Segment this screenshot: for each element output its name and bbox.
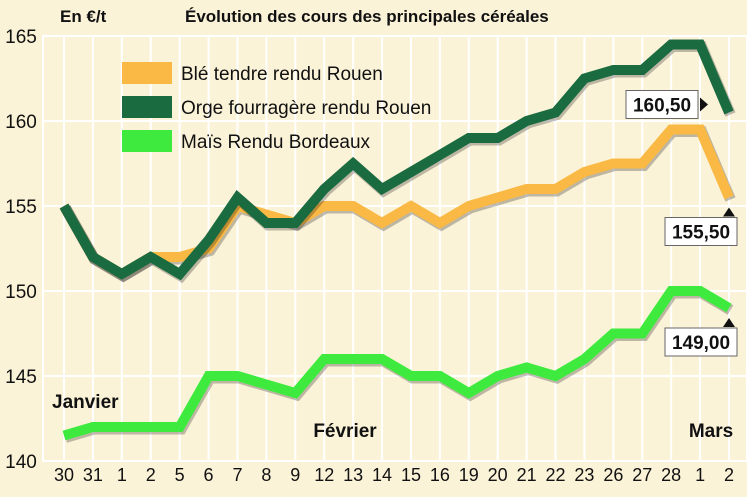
end-label-arrow <box>700 97 708 112</box>
x-tick-label: 13 <box>343 465 363 485</box>
series-line <box>59 124 734 280</box>
x-tick-labels: 30 31 1 2 5 6 7 8 9 12 13 14 15 16 19 20 21 22 23 26 27 28 1 2 <box>54 465 734 485</box>
y-tick-labels: 140 145 150 155 160 165 <box>5 27 37 473</box>
x-tick-label: 14 <box>372 465 392 485</box>
end-label-text: 160,50 <box>633 96 691 117</box>
y-tick-label: 160 <box>5 112 37 133</box>
y-tick-label: 165 <box>5 27 37 48</box>
end-label-arrow <box>723 207 735 217</box>
y-tick-label: 155 <box>5 197 37 218</box>
month-label: Février <box>313 421 377 442</box>
x-tick-label: 23 <box>574 465 594 485</box>
x-tick-label: 16 <box>430 465 450 485</box>
x-tick-label: 8 <box>261 465 271 485</box>
x-tick-label: 9 <box>290 465 300 485</box>
end-label-text: 149,00 <box>672 333 730 354</box>
x-tick-label: 22 <box>546 465 566 485</box>
end-label-box <box>625 90 699 119</box>
x-tick-label: 20 <box>488 465 508 485</box>
legend-swatch <box>122 96 172 118</box>
month-labels: Janvier Février Mars <box>52 392 733 442</box>
month-label: Janvier <box>52 392 119 413</box>
x-tick-label: 28 <box>661 465 681 485</box>
y-tick-label: 145 <box>5 367 37 388</box>
legend-label: Orge fourragère rendu Rouen <box>181 98 431 119</box>
legend-swatch <box>122 130 172 152</box>
x-tick-label: 19 <box>459 465 479 485</box>
x-tick-label: 21 <box>517 465 537 485</box>
series-line <box>59 39 734 281</box>
x-tick-label: 27 <box>632 465 652 485</box>
series-lines <box>59 39 736 443</box>
series-line <box>62 286 732 441</box>
x-tick-label: 1 <box>117 465 127 485</box>
x-tick-label: 6 <box>204 465 214 485</box>
x-tick-label: 1 <box>695 465 705 485</box>
legend-label: Blé tendre rendu Rouen <box>181 64 383 85</box>
x-tick-label: 30 <box>54 465 74 485</box>
x-tick-label: 15 <box>401 465 421 485</box>
y-tick-label: 140 <box>5 452 37 473</box>
x-tick-label: 12 <box>314 465 334 485</box>
x-tick-label: 2 <box>146 465 156 485</box>
x-tick-label: 7 <box>232 465 242 485</box>
y-axis-label: En €/t <box>60 7 107 26</box>
x-tick-label: 31 <box>83 465 103 485</box>
month-label: Mars <box>689 421 733 442</box>
legend: Blé tendre rendu Rouen Orge fourragère re… <box>122 62 431 153</box>
legend-swatch <box>122 62 172 84</box>
end-label-text: 155,50 <box>672 223 730 244</box>
end-label-box <box>664 217 738 246</box>
legend-label: Maïs Rendu Bordeaux <box>181 132 371 153</box>
x-tick-label: 5 <box>175 465 185 485</box>
x-tick-label: 2 <box>724 465 734 485</box>
x-tick-label: 26 <box>603 465 623 485</box>
chart-title: Évolution des cours des principales céré… <box>185 7 549 26</box>
y-tick-label: 150 <box>5 282 37 303</box>
end-label-box <box>664 327 738 357</box>
end-label-arrow <box>723 318 735 327</box>
end-value-labels: 155,50 160,50 149,00 <box>625 90 738 357</box>
